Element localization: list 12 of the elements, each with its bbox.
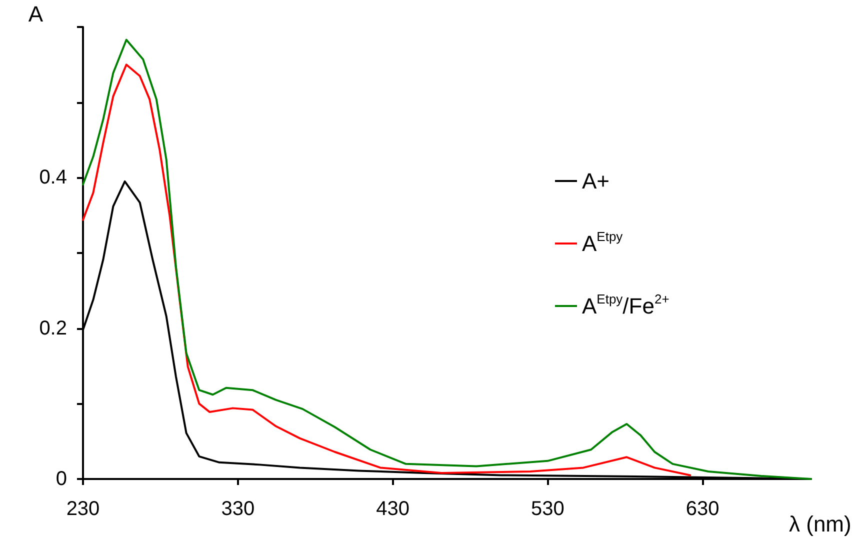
x-tick-label: 230: [66, 498, 100, 520]
y-tick-label: 0: [56, 468, 67, 490]
x-axis-title: λ (nm): [789, 512, 852, 536]
y-tick-label: 0.2: [39, 317, 67, 340]
x-tick-label: 530: [530, 498, 564, 520]
x-tick-label: 630: [686, 498, 720, 520]
x-tick-label: 430: [376, 498, 410, 520]
legend-label: A+: [582, 168, 610, 194]
y-axis-title: A: [28, 2, 44, 26]
x-tick-label: 330: [221, 498, 255, 520]
y-tick-label: 0.4: [39, 166, 67, 189]
line-series: [82, 64, 692, 476]
